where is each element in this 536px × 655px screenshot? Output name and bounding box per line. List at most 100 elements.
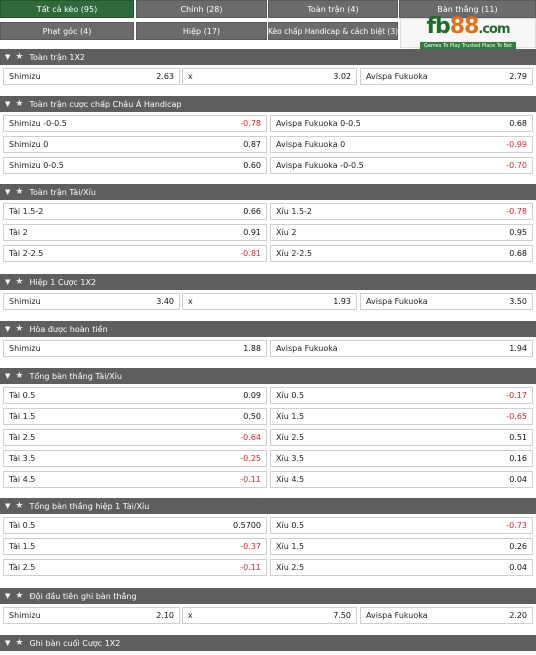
tab-handicap-margin[interactable]: Kèo chấp Handicap & cách biệt (3) (268, 22, 398, 40)
odds-cell[interactable]: Xỉu 3.5 0.16 (270, 450, 533, 467)
collapse-caret-icon[interactable]: ▼ (5, 502, 11, 510)
odds-cell[interactable]: Shimizu 0-0.5 0.60 (3, 157, 267, 174)
collapse-caret-icon[interactable]: ▼ (5, 278, 11, 286)
collapse-caret-icon[interactable]: ▼ (5, 188, 11, 196)
favorite-star-icon[interactable]: ★ (15, 52, 24, 62)
favorite-star-icon[interactable]: ★ (15, 501, 24, 511)
odds-cell[interactable]: Xỉu 1.5 0.26 (270, 538, 533, 555)
section-header[interactable]: ▼ ★ Toàn trận 1X2 (0, 49, 536, 65)
collapse-caret-icon[interactable]: ▼ (5, 100, 11, 108)
odds-cell[interactable]: Xỉu 2 0.95 (270, 224, 533, 241)
odds-value: -0.65 (506, 412, 527, 421)
collapse-caret-icon[interactable]: ▼ (5, 325, 11, 333)
tab-halves[interactable]: Hiệp (17) (136, 22, 267, 40)
odds-cell[interactable]: Avispa Fukuoka 3.50 (360, 293, 533, 310)
odds-cell[interactable]: x 7.50 (182, 607, 357, 624)
section-header[interactable]: ▼ ★ Tổng bàn thắng hiệp 1 Tài/Xỉu (0, 498, 536, 514)
section-header[interactable]: ▼ ★ Toàn trận Tài/Xỉu (0, 184, 536, 200)
section-header[interactable]: ▼ ★ Đội đầu tiên ghi bàn thắng (0, 588, 536, 604)
odds-cell[interactable]: Shimizu 0 0.87 (3, 136, 267, 153)
odds-label: Avispa Fukuoka 0 (276, 140, 346, 149)
odds-cell[interactable]: Tài 1.5 0.50 (3, 408, 267, 425)
odds-cell[interactable]: Xỉu 1.5 -0.65 (270, 408, 533, 425)
favorite-star-icon[interactable]: ★ (15, 371, 24, 381)
odds-cell[interactable]: Tài 2-2.5 -0.81 (3, 245, 267, 262)
tab-main[interactable]: Chính (28) (136, 0, 267, 18)
odds-label: Shimizu (9, 344, 41, 353)
favorite-star-icon[interactable]: ★ (15, 591, 24, 601)
collapse-caret-icon[interactable]: ▼ (5, 639, 11, 647)
odds-cell[interactable]: Xỉu 1.5-2 -0.78 (270, 203, 533, 220)
odds-value: -0.78 (240, 119, 261, 128)
odds-cell[interactable]: Tài 2.5 -0.64 (3, 429, 267, 446)
odds-cell[interactable]: Shimizu 2.63 (3, 68, 180, 85)
section-header[interactable]: ▼ ★ Toàn trận cược chấp Châu Á Handicap (0, 96, 536, 112)
odds-cell[interactable]: Tài 3.5 -0.25 (3, 450, 267, 467)
odds-label: Shimizu 0 (9, 140, 49, 149)
section-header[interactable]: ▼ ★ Hiệp 1 Cược 1X2 (0, 274, 536, 290)
collapse-caret-icon[interactable]: ▼ (5, 592, 11, 600)
market-tabs: Tất cả kèo (95) Chính (28) Toàn trận (4)… (0, 0, 536, 42)
odds-cell[interactable]: x 3.02 (182, 68, 357, 85)
odds-cell[interactable]: Tài 2 0.91 (3, 224, 267, 241)
odds-value: 2.79 (509, 72, 527, 81)
section-title: Ghi bàn cuối Cược 1X2 (29, 638, 121, 648)
odds-value: 0.50 (243, 412, 261, 421)
odds-label: Xỉu 3.5 (276, 454, 305, 463)
tab-corners[interactable]: Phạt góc (4) (0, 22, 134, 40)
logo-tagline: Games To Play Trusted Place To Bet (419, 42, 517, 50)
tab-all-markets[interactable]: Tất cả kèo (95) (0, 0, 134, 18)
odds-label: Xỉu 0.5 (276, 521, 305, 530)
odds-cell[interactable]: Shimizu 1.88 (3, 340, 267, 357)
section-header[interactable]: ▼ ★ Ghi bàn cuối Cược 1X2 (0, 635, 536, 651)
odds-cell[interactable]: x 1.93 (182, 293, 357, 310)
section-title: Toàn trận cược chấp Châu Á Handicap (29, 99, 182, 109)
odds-label: Tài 2.5 (9, 563, 36, 572)
tab-full-match[interactable]: Toàn trận (4) (268, 0, 398, 18)
odds-value: -0.37 (240, 542, 261, 551)
odds-cell[interactable]: Tài 4.5 -0.11 (3, 471, 267, 488)
favorite-star-icon[interactable]: ★ (15, 324, 24, 334)
odds-cell[interactable]: Avispa Fukuoka 0 -0.99 (270, 136, 533, 153)
odds-label: Xỉu 2 (276, 228, 297, 237)
odds-cell[interactable]: Tài 2.5 -0.11 (3, 559, 267, 576)
odds-label: Xỉu 2-2.5 (276, 249, 313, 258)
odds-cell[interactable]: Avispa Fukuoka 2.20 (360, 607, 533, 624)
odds-cell[interactable]: Xỉu 2-2.5 0.68 (270, 245, 533, 262)
odds-value: -0.64 (240, 433, 261, 442)
odds-value: 3.50 (509, 297, 527, 306)
odds-cell[interactable]: Xỉu 2.5 0.04 (270, 559, 533, 576)
odds-cell[interactable]: Xỉu 4.5 0.04 (270, 471, 533, 488)
favorite-star-icon[interactable]: ★ (15, 277, 24, 287)
odds-cell[interactable]: Xỉu 2.5 0.51 (270, 429, 533, 446)
odds-cell[interactable]: Avispa Fukuoka 0-0.5 0.68 (270, 115, 533, 132)
section-header[interactable]: ▼ ★ Tổng bàn thắng Tài/Xỉu (0, 368, 536, 384)
odds-value: 7.50 (333, 611, 351, 620)
favorite-star-icon[interactable]: ★ (15, 187, 24, 197)
odds-value: 0.5700 (233, 521, 261, 530)
odds-label: Avispa Fukuoka (366, 611, 428, 620)
odds-cell[interactable]: Avispa Fukuoka 1.94 (270, 340, 533, 357)
odds-label: Xỉu 1.5 (276, 412, 305, 421)
odds-value: 1.93 (333, 297, 351, 306)
odds-cell[interactable]: Avispa Fukuoka 2.79 (360, 68, 533, 85)
odds-cell[interactable]: Avispa Fukuoka -0-0.5 -0.70 (270, 157, 533, 174)
odds-cell[interactable]: Shimizu 3.40 (3, 293, 180, 310)
odds-cell[interactable]: Tài 0.5 0.5700 (3, 517, 267, 534)
odds-label: Tài 0.5 (9, 391, 36, 400)
odds-cell[interactable]: Shimizu 2.10 (3, 607, 180, 624)
odds-cell[interactable]: Tài 0.5 0.09 (3, 387, 267, 404)
odds-cell[interactable]: Xỉu 0.5 -0.73 (270, 517, 533, 534)
favorite-star-icon[interactable]: ★ (15, 99, 24, 109)
odds-cell[interactable]: Tài 1.5 -0.37 (3, 538, 267, 555)
odds-label: Xỉu 2.5 (276, 433, 305, 442)
odds-cell[interactable]: Tài 1.5-2 0.66 (3, 203, 267, 220)
collapse-caret-icon[interactable]: ▼ (5, 53, 11, 61)
collapse-caret-icon[interactable]: ▼ (5, 372, 11, 380)
section-header[interactable]: ▼ ★ Hòa được hoàn tiền (0, 321, 536, 337)
favorite-star-icon[interactable]: ★ (15, 638, 24, 648)
odds-cell[interactable]: Xỉu 0.5 -0.17 (270, 387, 533, 404)
odds-label: Avispa Fukuoka 0-0.5 (276, 119, 361, 128)
tab-goals[interactable]: Bàn thắng (11) (399, 0, 536, 18)
odds-cell[interactable]: Shimizu -0-0.5 -0.78 (3, 115, 267, 132)
